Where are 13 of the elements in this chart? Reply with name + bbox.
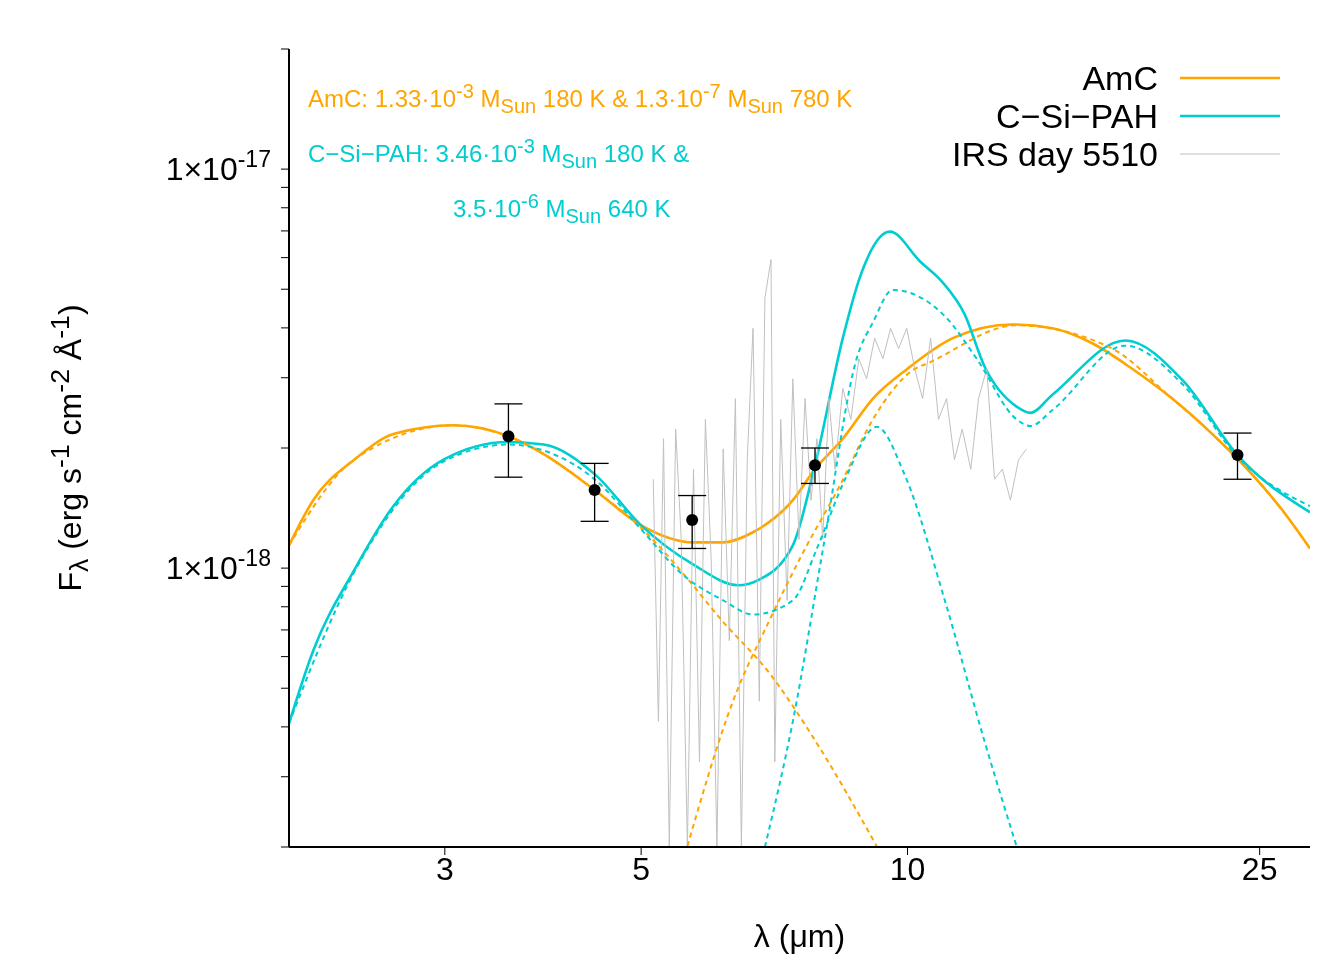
legend-label: AmC xyxy=(1082,59,1158,97)
x-tick-label: 10 xyxy=(889,850,926,887)
y-tick-label: 1×10$^{-18}$ xyxy=(165,545,271,587)
legend-label: C−Si−PAH xyxy=(996,97,1158,135)
x-tick-label: 25 xyxy=(1241,850,1278,887)
x-axis-title: λ (μm) xyxy=(752,918,847,955)
annotation: 3.5·10$^{-6}$ M$_{Sun}$ 640 K xyxy=(453,190,671,228)
y-tick-label: 1×10$^{-17}$ xyxy=(165,146,271,188)
legend-label: IRS day 5510 xyxy=(951,135,1158,173)
x-tick-label: 5 xyxy=(632,850,651,887)
annotation: C−Si−PAH: 3.46·10$^{-3}$ M$_{Sun}$ 180 K & xyxy=(308,135,690,173)
text: AmC: 1.33·10$^{-3}$ M$_{Sun}$ 180 K & 1.3·10$^{-7}$ M$_{Sun}$ 780 K xyxy=(308,80,853,117)
x-tick-label: 3 xyxy=(435,850,454,887)
